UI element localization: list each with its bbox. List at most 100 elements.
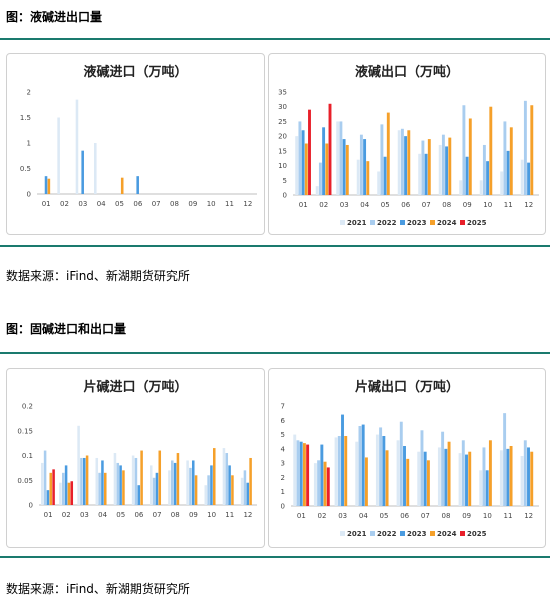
legend-swatch-2023 bbox=[400, 220, 405, 225]
y-tick-label: 0.5 bbox=[20, 165, 31, 173]
bar-2023-01 bbox=[46, 490, 50, 505]
x-tick-label: 01 bbox=[42, 200, 51, 208]
section-rule bbox=[0, 38, 550, 40]
x-tick-label: 12 bbox=[524, 201, 533, 209]
bar-2024-11 bbox=[231, 475, 234, 505]
bar-2025-02 bbox=[328, 103, 332, 195]
bar-2024-07 bbox=[427, 139, 431, 195]
y-tick-label: 15 bbox=[278, 147, 287, 155]
bar-2023-09 bbox=[192, 460, 195, 505]
bar-2023-07 bbox=[424, 153, 428, 195]
bar-2023-06 bbox=[404, 136, 408, 195]
chart-title: 片碱进口（万吨） bbox=[83, 379, 187, 395]
bar-2024-05 bbox=[385, 450, 389, 506]
legend-swatch-2021 bbox=[340, 220, 345, 225]
x-tick-label: 10 bbox=[483, 201, 492, 209]
x-tick-label: 07 bbox=[153, 511, 162, 519]
y-tick-label: 35 bbox=[278, 89, 287, 97]
bar-2022-08 bbox=[171, 460, 174, 505]
x-tick-label: 07 bbox=[421, 512, 430, 520]
bar-2024-12 bbox=[530, 105, 534, 195]
x-tick-label: 02 bbox=[60, 200, 69, 208]
x-tick-label: 03 bbox=[80, 511, 89, 519]
x-tick-label: 05 bbox=[116, 511, 125, 519]
legend-swatch-2024 bbox=[430, 531, 435, 536]
legend-swatch-2025 bbox=[460, 220, 465, 225]
bar-2023-09 bbox=[465, 454, 468, 506]
x-tick-label: 08 bbox=[170, 200, 179, 208]
bar-2022-03 bbox=[339, 121, 343, 195]
bar-2022-02 bbox=[318, 162, 322, 195]
bar-2023-05 bbox=[382, 436, 386, 506]
x-tick-label: 06 bbox=[133, 200, 142, 208]
bar-2024-07 bbox=[426, 460, 430, 506]
liquid-import-chart: 液碱进口（万吨） 0 0.5 1 1.5 2 01 02 03 04 05 06 07 08 09 10 11 1… bbox=[20, 64, 257, 208]
bar-2021-04 bbox=[355, 441, 359, 506]
bar-2021-03 bbox=[77, 425, 80, 505]
bar-2021-08 bbox=[438, 144, 442, 195]
x-tick-label: 04 bbox=[360, 201, 369, 209]
x-tick-label: 11 bbox=[225, 200, 234, 208]
section-rule bbox=[0, 352, 550, 354]
bar-2022-10 bbox=[482, 144, 486, 195]
bar-2021-11 bbox=[222, 448, 226, 505]
bar-2022-06 bbox=[399, 421, 403, 506]
bar-2025-02 bbox=[70, 481, 74, 505]
x-tick-label: 12 bbox=[524, 512, 533, 520]
x-tick-label: 10 bbox=[483, 512, 492, 520]
y-tick-label: 10 bbox=[278, 162, 287, 170]
bar-2021-04 bbox=[94, 143, 97, 194]
bar-2021-11 bbox=[499, 450, 503, 506]
bar-2023-11 bbox=[228, 465, 231, 505]
bar-2024-10 bbox=[488, 440, 492, 506]
bar-2023-04 bbox=[361, 424, 365, 506]
bar-2023-12 bbox=[527, 162, 531, 195]
x-tick-label: 11 bbox=[225, 511, 234, 519]
bar-2024-05 bbox=[386, 112, 390, 195]
y-tick-label: 3 bbox=[281, 460, 285, 468]
y-tick-label: 0 bbox=[29, 502, 33, 510]
bar-2022-12 bbox=[523, 440, 527, 506]
bar-2021-09 bbox=[186, 460, 189, 505]
legend-label-2023: 2023 bbox=[407, 219, 427, 227]
bar-2023-04 bbox=[363, 139, 367, 195]
bar-2021-09 bbox=[458, 453, 462, 506]
bar-2024-02 bbox=[67, 482, 71, 505]
bar-2021-07 bbox=[150, 465, 153, 505]
chart-panel-flake-export: 片碱出口（万吨） 0 1 2 3 4 5 6 7 01 02 03 04 05 06 07 08 09 10 11 12… bbox=[268, 368, 546, 548]
bar-2024-07 bbox=[158, 450, 162, 505]
bar-2024-12 bbox=[530, 451, 534, 506]
bar-2024-04 bbox=[104, 472, 107, 505]
bar-2021-04 bbox=[95, 457, 99, 505]
bar-2024-03 bbox=[85, 455, 89, 505]
bar-2021-02 bbox=[315, 186, 319, 195]
x-tick-label: 06 bbox=[401, 201, 410, 209]
bar-2024-08 bbox=[447, 441, 451, 506]
bar-2021-11 bbox=[500, 171, 504, 195]
x-tick-label: 09 bbox=[462, 512, 471, 520]
bar-2022-11 bbox=[503, 121, 507, 195]
bar-2024-09 bbox=[468, 118, 472, 195]
x-tick-label: 06 bbox=[134, 511, 143, 519]
bar-2021-12 bbox=[240, 477, 244, 505]
bar-2023-03 bbox=[341, 414, 344, 506]
bar-2024-11 bbox=[509, 446, 513, 506]
y-tick-label: 1 bbox=[27, 140, 31, 148]
x-tick-label: 08 bbox=[442, 512, 451, 520]
chart-title: 液碱进口（万吨） bbox=[83, 64, 187, 80]
bar-2022-04 bbox=[98, 472, 101, 505]
bar-2022-05 bbox=[380, 124, 384, 195]
bar-2022-09 bbox=[461, 440, 465, 506]
chart-panel-flake-import: 片碱进口（万吨） 0 0.05 0.1 0.15 0.2 01 02 03 04 05 06 07 08 0… bbox=[6, 368, 265, 548]
bar-2023-07 bbox=[155, 472, 159, 505]
bar-2022-05 bbox=[116, 462, 120, 505]
bar-2022-07 bbox=[152, 477, 156, 505]
bar-2021-06 bbox=[396, 440, 400, 506]
y-tick-label: 6 bbox=[281, 417, 286, 425]
bar-2025-02 bbox=[326, 467, 330, 506]
chart-panel-liquid-export: 液碱出口（万吨） 0 5 10 15 20 25 30 35 01 02 03 04 05 06 07 08 09… bbox=[268, 53, 546, 235]
bar-2022-02 bbox=[62, 472, 65, 505]
legend-label-2022: 2022 bbox=[377, 219, 397, 227]
bar-2024-05 bbox=[122, 470, 125, 505]
